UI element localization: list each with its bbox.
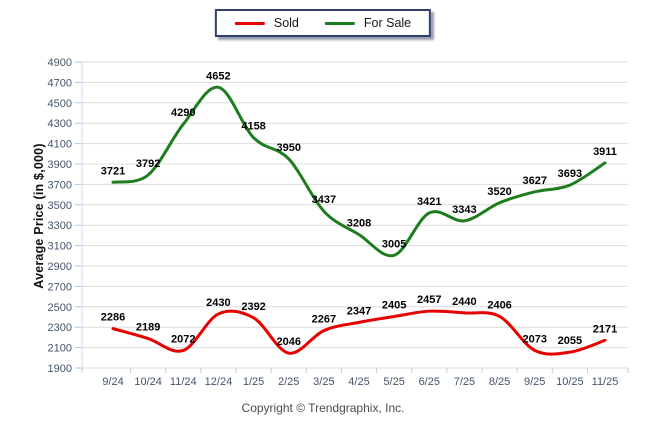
- y-tick-label: 4900: [48, 57, 72, 69]
- data-label-sold: 2171: [593, 323, 617, 335]
- legend-item-for-sale: For Sale: [324, 16, 412, 30]
- data-label-sold: 2430: [206, 297, 230, 309]
- legend: Sold For Sale: [214, 9, 432, 37]
- x-tick-label: 12/24: [205, 376, 233, 388]
- data-label-for-sale: 3950: [276, 142, 300, 154]
- x-tick-label: 9/24: [102, 376, 123, 388]
- for-sale-line-swatch: [324, 21, 355, 25]
- data-label-for-sale: 3721: [101, 165, 125, 177]
- legend-item-sold: Sold: [234, 16, 299, 30]
- data-label-sold: 2347: [347, 305, 371, 317]
- data-label-sold: 2440: [452, 296, 476, 308]
- data-label-for-sale: 3693: [558, 168, 582, 180]
- data-label-for-sale: 3437: [312, 194, 336, 206]
- data-label-sold: 2073: [522, 333, 546, 345]
- x-tick-label: 9/25: [524, 376, 545, 388]
- data-label-sold: 2189: [136, 322, 160, 334]
- x-tick-label: 10/25: [556, 376, 584, 388]
- data-label-for-sale: 4290: [171, 107, 195, 119]
- data-label-sold: 2267: [312, 314, 336, 326]
- data-label-for-sale: 3520: [487, 186, 511, 198]
- y-tick-label: 3700: [48, 179, 72, 191]
- y-tick-label: 2500: [48, 302, 72, 314]
- data-label-for-sale: 3911: [593, 146, 617, 158]
- y-tick-label: 1900: [48, 363, 72, 375]
- x-tick-label: 6/25: [419, 376, 440, 388]
- y-tick-label: 4700: [48, 77, 72, 89]
- data-label-sold: 2406: [487, 299, 511, 311]
- data-label-sold: 2457: [417, 294, 441, 306]
- data-label-for-sale: 3343: [452, 204, 476, 216]
- x-tick-label: 3/25: [313, 376, 334, 388]
- x-tick-label: 2/25: [278, 376, 299, 388]
- x-tick-label: 4/25: [348, 376, 369, 388]
- data-label-for-sale: 3208: [347, 218, 371, 230]
- data-label-sold: 2286: [101, 312, 125, 324]
- sold-line-swatch: [234, 21, 265, 25]
- data-label-for-sale: 3627: [522, 175, 546, 187]
- data-label-sold: 2055: [558, 335, 582, 347]
- y-tick-label: 3900: [48, 159, 72, 171]
- data-label-sold: 2046: [276, 336, 300, 348]
- data-label-for-sale: 3421: [417, 196, 441, 208]
- y-tick-label: 4500: [48, 98, 72, 110]
- data-label-for-sale: 4652: [206, 70, 230, 82]
- y-tick-label: 3300: [48, 220, 72, 232]
- series-line-sold: [111, 309, 607, 356]
- copyright-text: Copyright © Trendgraphix, Inc.: [241, 401, 405, 415]
- x-tick-label: 10/24: [134, 376, 162, 388]
- x-tick-label: 7/25: [454, 376, 475, 388]
- y-tick-label: 2900: [48, 261, 72, 273]
- y-tick-label: 2700: [48, 281, 72, 293]
- y-tick-label: 3500: [48, 200, 72, 212]
- x-tick-label: 5/25: [383, 376, 404, 388]
- data-label-sold: 2405: [382, 299, 406, 311]
- y-tick-label: 3100: [48, 241, 72, 253]
- data-label-sold: 2392: [241, 301, 265, 313]
- y-tick-label: 2300: [48, 322, 72, 334]
- legend-label-sold: Sold: [273, 16, 299, 30]
- series-line-for-sale: [111, 85, 607, 258]
- y-tick-label: 4300: [48, 118, 72, 130]
- y-tick-label: 4100: [48, 139, 72, 151]
- x-tick-label: 1/25: [243, 376, 264, 388]
- legend-label-for-sale: For Sale: [363, 16, 412, 30]
- data-label-for-sale: 3005: [382, 238, 406, 250]
- data-label-sold: 2072: [171, 333, 195, 345]
- y-tick-label: 2100: [48, 343, 72, 355]
- x-tick-label: 8/25: [489, 376, 510, 388]
- data-label-for-sale: 4158: [241, 121, 265, 133]
- x-tick-label: 11/24: [170, 376, 197, 388]
- data-label-for-sale: 3792: [136, 158, 160, 170]
- x-tick-label: 11/25: [592, 376, 619, 388]
